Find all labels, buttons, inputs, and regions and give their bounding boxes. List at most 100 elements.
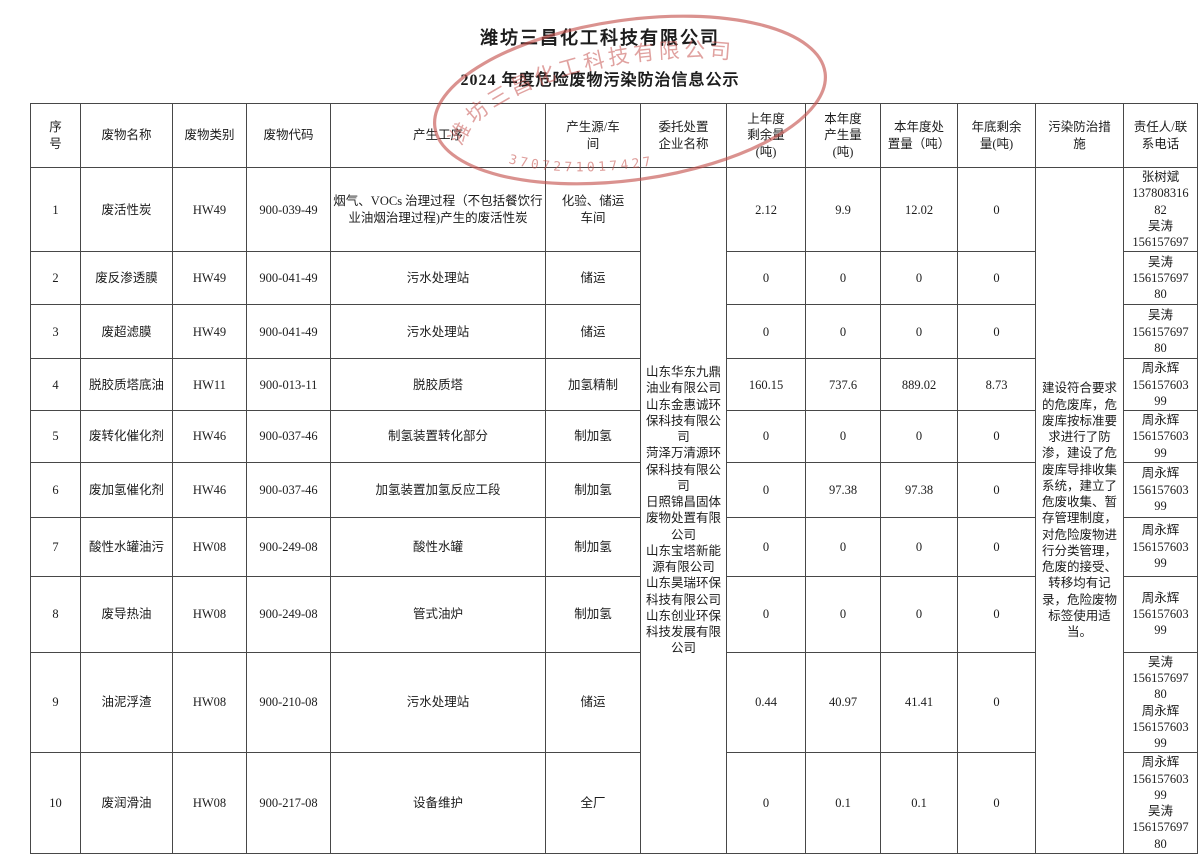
header-contact: 责任人/联 系电话 <box>1123 103 1198 168</box>
cell-waste-code: 900-041-49 <box>246 304 331 360</box>
table-row: 1 废活性炭 HW49 900-039-49 烟气、VOCs 治理过程（不包括餐饮行业油… <box>30 166 1198 854</box>
cell-seq: 2 <box>30 251 81 306</box>
page-title: 潍坊三昌化工科技有限公司 <box>480 28 720 48</box>
cell-prev-year-remain: 160.15 <box>726 358 806 411</box>
cell-disposal-companies: 山东华东九鼎油业有限公司 山东金惠诚环保科技有限公司 菏泽万清源环保科技有限公司… <box>640 167 727 854</box>
cell-produced: 40.97 <box>805 651 881 754</box>
cell-process: 设备维护 <box>330 752 546 854</box>
cell-waste-code: 900-039-49 <box>246 166 331 253</box>
cell-waste-name: 废导热油 <box>80 575 173 653</box>
cell-waste-category: HW08 <box>172 575 247 653</box>
header-measures: 污染防治措 施 <box>1035 103 1124 168</box>
cell-waste-name: 废反渗透膜 <box>80 251 173 306</box>
cell-waste-code: 900-249-08 <box>246 575 331 653</box>
cell-process: 制氢装置转化部分 <box>330 410 546 463</box>
header-waste-category: 废物类别 <box>172 103 247 168</box>
cell-waste-name: 废加氢催化剂 <box>80 461 173 518</box>
header-process: 产生工序 <box>330 103 546 168</box>
cell-process: 污水处理站 <box>330 251 546 306</box>
cell-disposed: 0 <box>880 575 958 653</box>
cell-source: 化验、储运 车间 <box>545 166 641 253</box>
cell-source: 储运 <box>545 251 641 306</box>
cell-source: 制加氢 <box>545 410 641 463</box>
cell-year-end-remain: 0 <box>957 410 1036 463</box>
cell-disposed: 0 <box>880 304 958 360</box>
waste-table-body: 1 废活性炭 HW49 900-039-49 烟气、VOCs 治理过程（不包括餐饮行业油… <box>30 166 1198 854</box>
table-row: 3 废超滤膜 HW49 900-041-49 污水处理站 储运 0 0 0 0 吴涛 1561576… <box>30 304 1198 360</box>
cell-produced: 0 <box>805 410 881 463</box>
cell-contact: 周永辉 156157603 99 <box>1123 358 1198 411</box>
table-row: 2 废反渗透膜 HW49 900-041-49 污水处理站 储运 0 0 0 0 吴涛 156157… <box>30 251 1198 306</box>
cell-waste-code: 900-037-46 <box>246 410 331 463</box>
cell-waste-name: 脱胶质塔底油 <box>80 358 173 411</box>
table-row: 6 废加氢催化剂 HW46 900-037-46 加氢装置加氢反应工段 制加氢 0 97.38… <box>30 461 1198 518</box>
table-row: 8 废导热油 HW08 900-249-08 管式油炉 制加氢 0 0 0 0 周永辉 156157… <box>30 575 1198 653</box>
cell-process: 加氢装置加氢反应工段 <box>330 461 546 518</box>
cell-waste-name: 废转化催化剂 <box>80 410 173 463</box>
cell-disposed: 0 <box>880 251 958 306</box>
cell-produced: 9.9 <box>805 166 881 253</box>
cell-waste-category: HW11 <box>172 358 247 411</box>
table-header-row: 序 号 废物名称 废物类别 废物代码 产生工序 产生源/车 间 委托处置 企业名… <box>30 103 1198 168</box>
cell-waste-name: 废润滑油 <box>80 752 173 854</box>
cell-source: 储运 <box>545 651 641 754</box>
cell-contact: 周永辉 156157603 99 吴涛 156157697 80 <box>1123 752 1198 854</box>
cell-year-end-remain: 0 <box>957 251 1036 306</box>
table-row: 4 脱胶质塔底油 HW11 900-013-11 脱胶质塔 加氢精制 160.15 737.6… <box>30 358 1198 411</box>
cell-year-end-remain: 0 <box>957 516 1036 577</box>
header-waste-name: 废物名称 <box>80 103 173 168</box>
cell-produced: 737.6 <box>805 358 881 411</box>
cell-year-end-remain: 0 <box>957 461 1036 518</box>
cell-seq: 8 <box>30 575 81 653</box>
document-header: 潍坊三昌化工科技有限公司 2024 年度危险废物污染防治信息公示 <box>0 24 1200 90</box>
cell-seq: 5 <box>30 410 81 463</box>
cell-disposed: 0.1 <box>880 752 958 854</box>
cell-produced: 97.38 <box>805 461 881 518</box>
cell-waste-name: 废活性炭 <box>80 166 173 253</box>
cell-year-end-remain: 0 <box>957 575 1036 653</box>
cell-waste-category: HW08 <box>172 516 247 577</box>
cell-disposed: 0 <box>880 410 958 463</box>
cell-seq: 1 <box>30 166 81 253</box>
header-waste-code: 废物代码 <box>246 103 331 168</box>
cell-contact: 周永辉 156157603 99 <box>1123 516 1198 577</box>
cell-seq: 10 <box>30 752 81 854</box>
cell-source: 制加氢 <box>545 575 641 653</box>
header-produced: 本年度 产生量 (吨) <box>805 103 881 168</box>
hazardous-waste-table: 序 号 废物名称 废物类别 废物代码 产生工序 产生源/车 间 委托处置 企业名… <box>30 103 1198 854</box>
header-year-end-remain: 年底剩余 量(吨) <box>957 103 1036 168</box>
cell-process: 烟气、VOCs 治理过程（不包括餐饮行业油烟治理过程)产生的废活性炭 <box>330 166 546 253</box>
cell-produced: 0 <box>805 251 881 306</box>
header-prev-year-remain: 上年度 剩余量 (吨) <box>726 103 806 168</box>
cell-source: 制加氢 <box>545 516 641 577</box>
cell-prev-year-remain: 0 <box>726 251 806 306</box>
cell-disposed: 41.41 <box>880 651 958 754</box>
cell-produced: 0 <box>805 516 881 577</box>
cell-process: 污水处理站 <box>330 651 546 754</box>
cell-waste-code: 900-013-11 <box>246 358 331 411</box>
cell-source: 制加氢 <box>545 461 641 518</box>
cell-source: 全厂 <box>545 752 641 854</box>
cell-waste-category: HW46 <box>172 410 247 463</box>
cell-prev-year-remain: 0 <box>726 752 806 854</box>
cell-produced: 0 <box>805 304 881 360</box>
cell-waste-category: HW08 <box>172 752 247 854</box>
cell-process: 脱胶质塔 <box>330 358 546 411</box>
cell-disposed: 0 <box>880 516 958 577</box>
cell-prev-year-remain: 0 <box>726 461 806 518</box>
cell-waste-code: 900-217-08 <box>246 752 331 854</box>
cell-contact: 张树斌 137808316 82 吴涛 156157697 <box>1123 166 1198 253</box>
table-row: 9 油泥浮渣 HW08 900-210-08 污水处理站 储运 0.44 40.97 41.41… <box>30 651 1198 754</box>
cell-year-end-remain: 0 <box>957 166 1036 253</box>
cell-waste-category: HW49 <box>172 166 247 253</box>
cell-process: 酸性水罐 <box>330 516 546 577</box>
cell-year-end-remain: 0 <box>957 651 1036 754</box>
cell-contact: 周永辉 156157603 99 <box>1123 410 1198 463</box>
cell-contact: 吴涛 156157697 80 <box>1123 304 1198 360</box>
cell-waste-name: 废超滤膜 <box>80 304 173 360</box>
cell-source: 储运 <box>545 304 641 360</box>
cell-year-end-remain: 0 <box>957 304 1036 360</box>
cell-contact: 吴涛 156157697 80 <box>1123 251 1198 306</box>
cell-seq: 9 <box>30 651 81 754</box>
page-subtitle: 2024 年度危险废物污染防治信息公示 <box>460 72 740 89</box>
